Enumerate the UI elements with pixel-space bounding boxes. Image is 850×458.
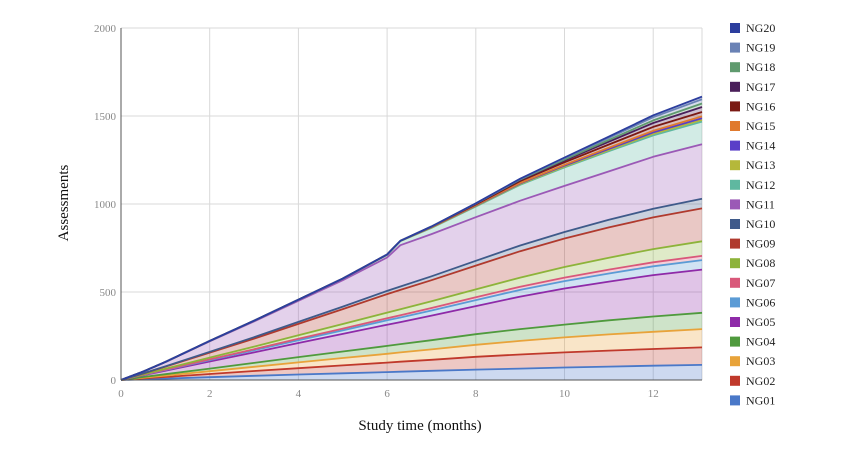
- line-ng02: [120, 346, 703, 381]
- line-ng03: [120, 328, 703, 381]
- legend-swatch: [730, 101, 740, 112]
- legend-item-ng03: NG03: [730, 354, 775, 368]
- legend-label: NG02: [746, 374, 775, 388]
- line-ng04: [120, 311, 703, 381]
- legend-item-ng17: NG17: [730, 80, 775, 94]
- legend-swatch: [730, 317, 740, 327]
- area-ng04: [121, 312, 702, 380]
- legend-item-ng20: NG20: [730, 21, 775, 35]
- legend-label: NG04: [746, 335, 775, 349]
- legend-swatch: [730, 23, 740, 33]
- y-tick-label: 1500: [94, 111, 117, 123]
- legend-label: NG12: [746, 178, 775, 192]
- x-axis-title: Study time (months): [358, 418, 481, 434]
- legend-label: NG20: [746, 21, 775, 35]
- legend-label: NG18: [746, 60, 775, 74]
- legend-item-ng18: NG18: [730, 60, 775, 74]
- legend-label: NG19: [746, 41, 775, 55]
- line-ng01: [120, 364, 703, 381]
- legend-swatch: [730, 297, 740, 308]
- axes: [120, 28, 702, 381]
- legend-label: NG10: [746, 217, 775, 231]
- legend-label: NG11: [746, 197, 775, 211]
- line-ng08: [120, 240, 703, 381]
- legend-item-ng12: NG12: [730, 178, 775, 192]
- legend-label: NG13: [746, 158, 775, 172]
- legend-swatch: [730, 375, 740, 386]
- legend-item-ng09: NG09: [730, 237, 775, 251]
- series-lines: [120, 95, 703, 381]
- x-tick-label: 8: [473, 388, 479, 400]
- y-tick-labels: 0 500 1000 1500 2000: [94, 23, 117, 387]
- x-tick-label: 10: [559, 388, 571, 400]
- y-tick-label: 1000: [94, 199, 117, 211]
- x-tick-label: 2: [207, 388, 213, 400]
- legend-swatch: [730, 277, 740, 288]
- line-ng20: [120, 95, 703, 381]
- legend-item-ng11: NG11: [730, 197, 775, 211]
- legend-label: NG14: [746, 139, 775, 153]
- legend-item-ng16: NG16: [730, 99, 775, 113]
- legend-label: NG08: [746, 256, 775, 270]
- legend-item-ng13: NG13: [730, 158, 775, 172]
- legend-swatch: [730, 81, 740, 92]
- x-tick-label: 4: [296, 388, 302, 400]
- y-tick-label: 500: [100, 287, 117, 299]
- legend-swatch: [730, 395, 740, 406]
- area-ng05: [121, 269, 702, 380]
- y-tick-label: 2000: [94, 23, 117, 35]
- legend-label: NG17: [746, 80, 775, 94]
- x-tick-label: 0: [118, 388, 124, 400]
- area-ng11: [121, 144, 702, 380]
- legend-label: NG09: [746, 237, 775, 251]
- legend-swatch: [730, 199, 740, 210]
- legend-item-ng14: NG14: [730, 139, 775, 153]
- legend-label: NG01: [746, 393, 775, 407]
- legend-label: NG03: [746, 354, 775, 368]
- legend-swatch: [730, 42, 740, 53]
- legend-label: NG07: [746, 276, 775, 290]
- y-tick-label: 0: [111, 375, 117, 387]
- line-ng05: [120, 268, 703, 381]
- legend-swatch: [730, 62, 740, 73]
- legend-label: NG16: [746, 99, 775, 113]
- area-ng09: [121, 208, 702, 380]
- x-tick-label: 12: [648, 388, 659, 400]
- legend-swatch: [730, 356, 740, 367]
- x-tick-label: 6: [384, 388, 390, 400]
- legend-swatch: [730, 219, 740, 229]
- legend-swatch: [730, 238, 740, 249]
- legend-swatch: [730, 160, 740, 171]
- legend-swatch: [730, 121, 740, 131]
- legend-item-ng10: NG10: [730, 217, 775, 231]
- area-ng02: [121, 347, 702, 380]
- legend-item-ng08: NG08: [730, 256, 775, 270]
- legend-item-ng19: NG19: [730, 41, 775, 55]
- legend-item-ng07: NG07: [730, 276, 775, 290]
- legend: NG20 NG19 NG18 NG17 NG16 NG15 NG14 NG13 NG12 NG11…: [730, 21, 775, 407]
- legend-item-ng15: NG15: [730, 119, 775, 133]
- x-tick-labels: 0 2 4 6 8 10 12: [118, 388, 658, 400]
- legend-label: NG06: [746, 295, 775, 309]
- legend-swatch: [730, 336, 740, 347]
- legend-item-ng02: NG02: [730, 374, 775, 388]
- line-ng10: [120, 197, 703, 381]
- legend-item-ng04: NG04: [730, 335, 775, 349]
- legend-swatch: [730, 258, 740, 269]
- area-ng03: [121, 329, 702, 380]
- area-ng06: [121, 260, 702, 380]
- line-ng07: [120, 255, 703, 381]
- y-axis-title: Assessments: [56, 165, 72, 242]
- legend-swatch: [730, 179, 740, 190]
- area-ng08: [121, 241, 702, 380]
- legend-item-ng06: NG06: [730, 295, 775, 309]
- legend-label: NG05: [746, 315, 775, 329]
- legend-label: NG15: [746, 119, 775, 133]
- legend-item-ng01: NG01: [730, 393, 775, 407]
- legend-item-ng05: NG05: [730, 315, 775, 329]
- legend-swatch: [730, 140, 740, 151]
